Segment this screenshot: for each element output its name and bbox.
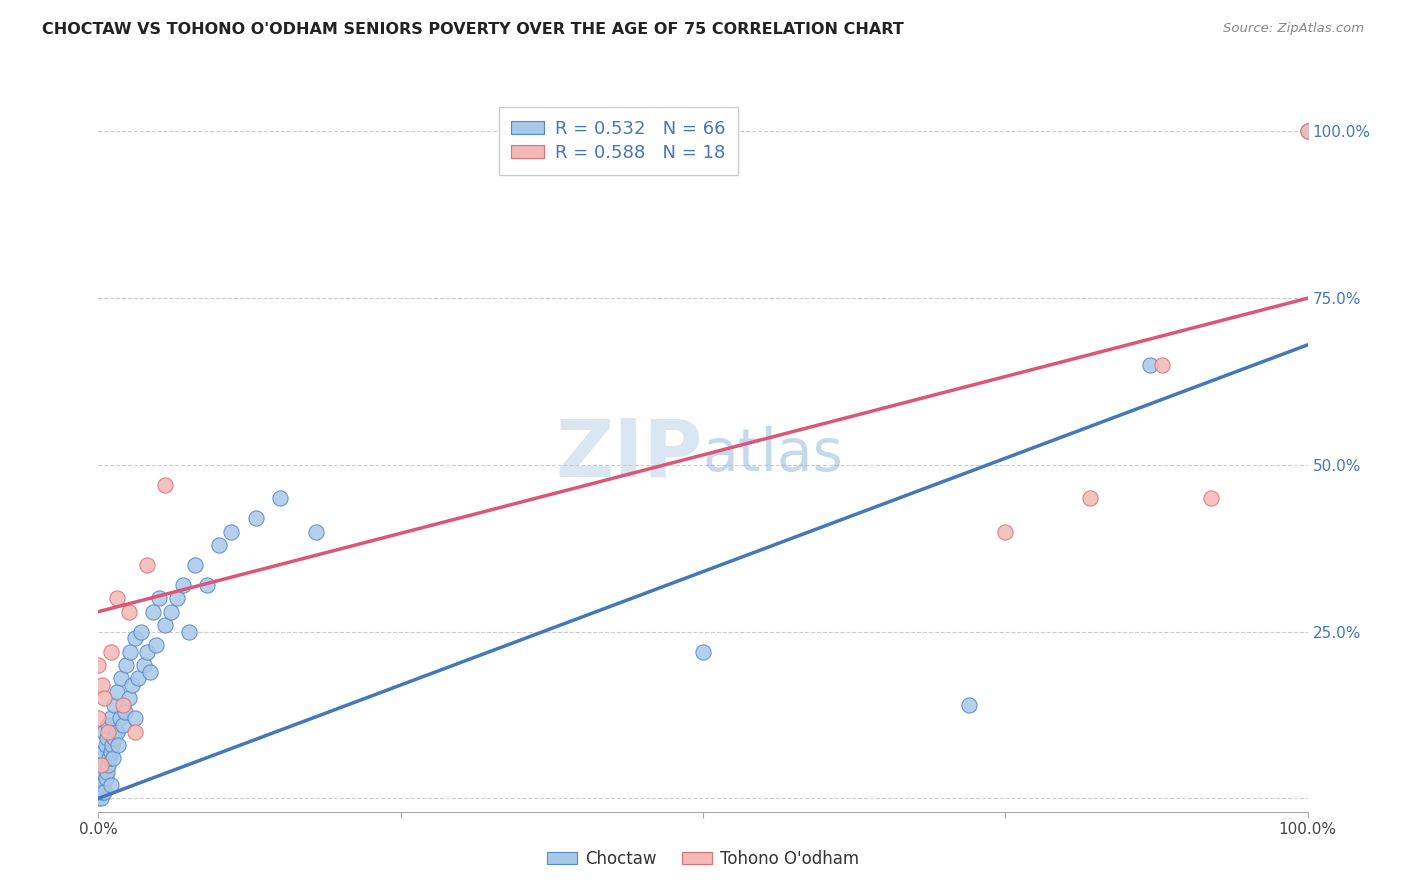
Point bbox=[91, 745, 114, 759]
Point bbox=[103, 698, 125, 712]
Point bbox=[111, 718, 134, 732]
Legend: Choctaw, Tohono O'odham: Choctaw, Tohono O'odham bbox=[540, 844, 866, 875]
Point bbox=[1296, 124, 1319, 138]
Point bbox=[221, 524, 243, 539]
Point bbox=[91, 785, 114, 799]
Point bbox=[111, 698, 134, 712]
Point bbox=[118, 605, 141, 619]
Point bbox=[100, 711, 122, 725]
Point bbox=[105, 724, 128, 739]
Point bbox=[97, 724, 120, 739]
Point bbox=[91, 778, 114, 792]
Point bbox=[87, 711, 110, 725]
Point bbox=[93, 691, 115, 706]
Point bbox=[994, 524, 1017, 539]
Text: Source: ZipAtlas.com: Source: ZipAtlas.com bbox=[1223, 22, 1364, 36]
Point bbox=[135, 645, 157, 659]
Point bbox=[100, 738, 122, 752]
Point bbox=[87, 785, 110, 799]
Point bbox=[101, 751, 124, 765]
Point bbox=[103, 731, 125, 746]
Point bbox=[1152, 358, 1174, 372]
Point bbox=[87, 764, 110, 779]
Point bbox=[166, 591, 188, 606]
Point bbox=[93, 758, 115, 772]
Point bbox=[129, 624, 152, 639]
Point bbox=[90, 791, 112, 805]
Point bbox=[145, 638, 167, 652]
Point bbox=[245, 511, 267, 525]
Point bbox=[100, 745, 122, 759]
Point bbox=[1078, 491, 1101, 506]
Point bbox=[96, 731, 118, 746]
Point bbox=[1296, 124, 1319, 138]
Point bbox=[87, 791, 110, 805]
Point bbox=[124, 711, 146, 725]
Text: CHOCTAW VS TOHONO O'ODHAM SENIORS POVERTY OVER THE AGE OF 75 CORRELATION CHART: CHOCTAW VS TOHONO O'ODHAM SENIORS POVERT… bbox=[42, 22, 904, 37]
Point bbox=[208, 538, 231, 552]
Point bbox=[134, 658, 156, 673]
Point bbox=[91, 764, 114, 779]
Point bbox=[1199, 491, 1222, 506]
Point bbox=[87, 658, 110, 673]
Point bbox=[91, 678, 114, 692]
Point bbox=[269, 491, 291, 506]
Point bbox=[135, 558, 157, 572]
Point bbox=[160, 605, 183, 619]
Point bbox=[97, 718, 120, 732]
Point bbox=[100, 645, 122, 659]
Point bbox=[115, 658, 138, 673]
Point bbox=[87, 758, 110, 772]
Point bbox=[1139, 358, 1161, 372]
Point bbox=[108, 711, 131, 725]
Point bbox=[692, 645, 714, 659]
Point bbox=[184, 558, 207, 572]
Point bbox=[153, 618, 176, 632]
Text: ZIP: ZIP bbox=[555, 416, 703, 494]
Point bbox=[124, 632, 146, 646]
Point bbox=[90, 758, 112, 772]
Point bbox=[107, 738, 129, 752]
Point bbox=[124, 724, 146, 739]
Point bbox=[94, 738, 117, 752]
Point bbox=[105, 684, 128, 698]
Point bbox=[957, 698, 980, 712]
Point bbox=[91, 751, 114, 765]
Point bbox=[110, 671, 132, 685]
Point bbox=[87, 778, 110, 792]
Point bbox=[97, 758, 120, 772]
Text: atlas: atlas bbox=[703, 426, 844, 483]
Point bbox=[93, 785, 115, 799]
Point bbox=[195, 578, 218, 592]
Point bbox=[118, 645, 141, 659]
Point bbox=[142, 605, 165, 619]
Point bbox=[98, 751, 121, 765]
Point bbox=[148, 591, 170, 606]
Point bbox=[305, 524, 328, 539]
Point bbox=[100, 778, 122, 792]
Point bbox=[105, 591, 128, 606]
Point bbox=[90, 772, 112, 786]
Point bbox=[139, 665, 162, 679]
Point bbox=[127, 671, 149, 685]
Point bbox=[172, 578, 194, 592]
Point bbox=[96, 764, 118, 779]
Point bbox=[121, 678, 143, 692]
Point bbox=[153, 478, 176, 492]
Point bbox=[179, 624, 201, 639]
Point bbox=[118, 691, 141, 706]
Point bbox=[94, 772, 117, 786]
Point bbox=[114, 705, 136, 719]
Point bbox=[93, 724, 115, 739]
